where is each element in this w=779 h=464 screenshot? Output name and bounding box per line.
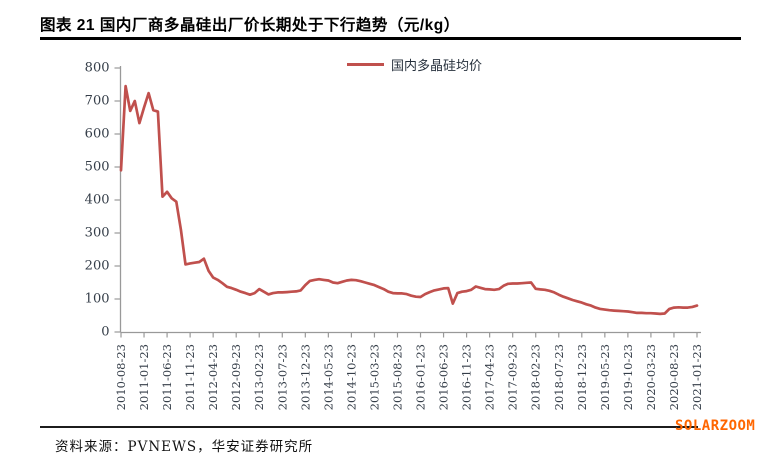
title-underline (40, 37, 741, 40)
svg-text:300: 300 (85, 226, 110, 241)
svg-text:800: 800 (85, 61, 110, 76)
svg-text:2017-04-23: 2017-04-23 (483, 344, 497, 410)
svg-text:2019-10-23: 2019-10-23 (621, 344, 635, 410)
svg-text:2014-10-23: 2014-10-23 (344, 344, 358, 410)
price-series-line (119, 84, 699, 316)
svg-text:2020-08-23: 2020-08-23 (667, 344, 681, 410)
solarzoom-watermark: SOLARZOOM (675, 418, 756, 434)
y-axis-ticks: 0 100 200 300 400 500 600 700 800 (85, 61, 121, 340)
svg-text:2011-11-23: 2011-11-23 (183, 344, 197, 410)
svg-text:600: 600 (85, 127, 110, 142)
svg-text:2012-04-23: 2012-04-23 (206, 344, 220, 410)
svg-text:2017-09-23: 2017-09-23 (506, 344, 520, 410)
svg-text:2013-12-23: 2013-12-23 (298, 344, 312, 410)
svg-text:2014-05-23: 2014-05-23 (321, 344, 335, 410)
svg-text:2013-07-23: 2013-07-23 (275, 344, 289, 410)
svg-text:2010-08-23: 2010-08-23 (114, 344, 128, 410)
svg-text:2016-01-23: 2016-01-23 (414, 344, 428, 410)
svg-text:2016-06-23: 2016-06-23 (437, 344, 451, 410)
svg-text:2012-09-23: 2012-09-23 (229, 344, 243, 410)
x-axis-ticks: 2010-08-23 2011-01-23 2011-06-23 2011-11-23… (114, 332, 704, 410)
svg-text:500: 500 (85, 160, 110, 175)
figure-title: 图表 21 国内厂商多晶硅出厂价长期处于下行趋势（元/kg） (40, 17, 460, 34)
svg-text:200: 200 (85, 259, 110, 274)
source-note: 资料来源：PVNEWS，华安证券研究所 (55, 439, 314, 455)
legend-line-swatch (347, 63, 384, 66)
svg-text:2018-02-23: 2018-02-23 (529, 344, 543, 410)
svg-text:2018-12-23: 2018-12-23 (575, 344, 589, 410)
svg-text:2019-05-23: 2019-05-23 (598, 344, 612, 410)
svg-text:2011-06-23: 2011-06-23 (160, 344, 174, 410)
svg-text:2015-03-23: 2015-03-23 (367, 344, 381, 410)
svg-text:2016-11-23: 2016-11-23 (460, 344, 474, 410)
svg-text:2018-07-23: 2018-07-23 (552, 344, 566, 410)
source-divider-line (40, 426, 698, 428)
svg-text:2011-01-23: 2011-01-23 (137, 344, 151, 410)
svg-text:700: 700 (85, 94, 110, 109)
svg-text:0: 0 (101, 325, 109, 340)
axes (119, 66, 701, 334)
svg-text:2021-01-23: 2021-01-23 (690, 344, 704, 410)
svg-text:2015-08-23: 2015-08-23 (390, 344, 404, 410)
svg-text:100: 100 (85, 292, 110, 307)
svg-text:400: 400 (85, 193, 110, 208)
svg-text:2020-03-23: 2020-03-23 (644, 344, 658, 410)
svg-text:2013-02-23: 2013-02-23 (252, 344, 266, 410)
legend-label: 国内多晶硅均价 (391, 59, 483, 74)
chart-legend: 国内多晶硅均价 (347, 55, 482, 74)
